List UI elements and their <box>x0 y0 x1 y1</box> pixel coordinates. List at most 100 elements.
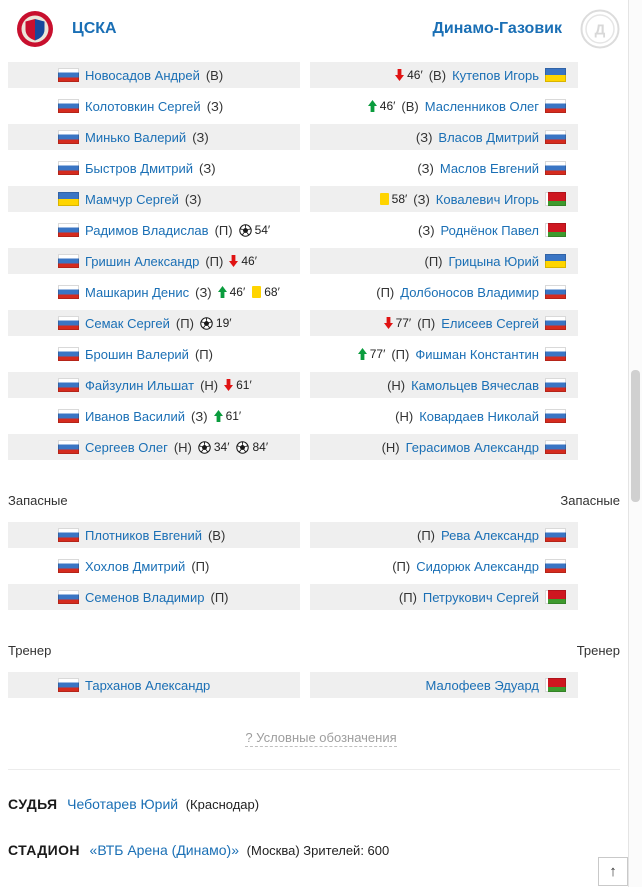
player-link[interactable]: Роднёнок Павел <box>440 222 539 238</box>
referee-link[interactable]: Чеботарев Юрий <box>67 796 179 812</box>
player-row: (П) Грицына Юрий <box>310 248 578 274</box>
flag-russia-icon <box>58 285 79 299</box>
player-position: (П) <box>376 284 395 300</box>
event-minute: 61′ <box>225 409 242 423</box>
player-link[interactable]: Колотовкин Сергей <box>85 98 201 114</box>
player-link[interactable]: Рева Александр <box>441 527 539 543</box>
player-position: (Н) <box>200 377 219 393</box>
stadium-link[interactable]: «ВТБ Арена (Динамо)» <box>89 842 240 858</box>
event-list: 46′ <box>395 68 423 82</box>
coach-link[interactable]: Малофеев Эдуард <box>425 677 539 693</box>
substitutes-lists: Плотников Евгений (В) Хохлов Дмитрий (П) Сем… <box>0 522 642 615</box>
stadium-label: СТАДИОН <box>8 842 80 858</box>
away-team-link[interactable]: Динамо-Газовик <box>432 20 562 37</box>
player-link[interactable]: Фишман Константин <box>415 346 539 362</box>
player-position: (З) <box>195 284 212 300</box>
player-link[interactable]: Герасимов Александр <box>405 439 539 455</box>
player-row: (Н) Камольцев Вячеслав <box>310 372 578 398</box>
player-link[interactable]: Елисеев Сергей <box>441 315 539 331</box>
player-position: (З) <box>413 191 430 207</box>
player-link[interactable]: Камольцев Вячеслав <box>411 377 539 393</box>
player-row: 77′ (П) Елисеев Сергей <box>310 310 578 336</box>
home-lineup-list: Новосадов Андрей (В) Колотовкин Сергей (З) М… <box>8 62 300 465</box>
flag-russia-icon <box>58 409 79 423</box>
player-link[interactable]: Брошин Валерий <box>85 346 189 362</box>
substitutes-label-home: Запасные <box>8 493 68 508</box>
player-row: (П) Долбоносов Владимир <box>310 279 578 305</box>
legend-link[interactable]: ? Условные обозначения <box>245 730 397 747</box>
away-coach-row-container: Малофеев Эдуард <box>310 672 620 703</box>
scrollbar[interactable] <box>628 0 642 887</box>
event-minute: 61′ <box>236 378 252 392</box>
home-team-link[interactable]: ЦСКА <box>72 20 117 37</box>
event-list: 58′ <box>379 192 407 206</box>
flag-russia-icon <box>58 559 79 573</box>
player-link[interactable]: Кутепов Игорь <box>452 67 539 83</box>
player-link[interactable]: Власов Дмитрий <box>438 129 539 145</box>
player-link[interactable]: Радимов Владислав <box>85 222 209 238</box>
flag-russia-icon <box>545 559 566 573</box>
player-link[interactable]: Семак Сергей <box>85 315 170 331</box>
player-link[interactable]: Гришин Александр <box>85 253 200 269</box>
player-position: (П) <box>205 253 224 269</box>
scroll-to-top-button[interactable]: ↑ <box>598 857 628 886</box>
player-link[interactable]: Масленников Олег <box>424 98 539 114</box>
event-minute: 46′ <box>229 285 246 299</box>
flag-russia-icon <box>58 68 79 82</box>
player-row: Хохлов Дмитрий (П) <box>8 553 300 579</box>
coach-link[interactable]: Тарханов Александр <box>85 677 211 693</box>
player-link[interactable]: Минько Валерий <box>85 129 187 145</box>
player-position: (З) <box>191 408 208 424</box>
event-minute: 77′ <box>395 316 412 330</box>
scrollbar-thumb[interactable] <box>631 370 640 502</box>
player-link[interactable]: Семенов Владимир <box>85 589 205 605</box>
player-link[interactable]: Мамчур Сергей <box>85 191 179 207</box>
substitution-out-icon <box>395 69 405 81</box>
player-row: Сергеев Олег (Н) 34′ 84′ <box>8 434 300 460</box>
player-position: (П) <box>391 346 410 362</box>
match-event: 84′ <box>236 440 268 454</box>
player-link[interactable]: Маслов Евгений <box>439 160 539 176</box>
substitution-in-icon <box>367 100 377 112</box>
player-link[interactable]: Иванов Василий <box>85 408 186 424</box>
player-link[interactable]: Новосадов Андрей <box>85 67 200 83</box>
player-link[interactable]: Ковалевич Игорь <box>435 191 539 207</box>
player-link[interactable]: Ковардаев Николай <box>419 408 539 424</box>
player-row: Гришин Александр (П) 46′ <box>8 248 300 274</box>
match-event: 58′ <box>379 192 407 206</box>
flag-russia-icon <box>58 316 79 330</box>
player-row: Плотников Евгений (В) <box>8 522 300 548</box>
player-link[interactable]: Грицына Юрий <box>448 253 540 269</box>
player-row: Машкарин Денис (З) 46′ 68′ <box>8 279 300 305</box>
dinamo-gazovik-crest-icon[interactable]: Д <box>580 9 620 49</box>
flag-ukraine-icon <box>545 68 566 82</box>
substitution-out-icon <box>229 255 239 267</box>
player-row: Мамчур Сергей (З) <box>8 186 300 212</box>
player-link[interactable]: Петрукович Сергей <box>422 589 539 605</box>
flag-ukraine-icon <box>58 192 79 206</box>
flag-russia-icon <box>545 99 566 113</box>
player-row: 46′ (В) Кутепов Игорь <box>310 62 578 88</box>
player-link[interactable]: Сидорюк Александр <box>416 558 539 574</box>
player-link[interactable]: Хохлов Дмитрий <box>85 558 186 574</box>
match-event: 46′ <box>217 285 246 299</box>
flag-russia-icon <box>58 223 79 237</box>
player-link[interactable]: Долбоносов Владимир <box>400 284 539 300</box>
player-link[interactable]: Машкарин Денис <box>85 284 190 300</box>
player-link[interactable]: Сергеев Олег <box>85 439 168 455</box>
player-link[interactable]: Файзулин Ильшат <box>85 377 195 393</box>
match-event: 54′ <box>238 223 270 237</box>
player-position: (Н) <box>395 408 414 424</box>
referee-detail: (Краснодар) <box>185 797 260 812</box>
player-position: (В) <box>428 67 447 83</box>
player-link[interactable]: Плотников Евгений <box>85 527 202 543</box>
player-link[interactable]: Быстров Дмитрий <box>85 160 194 176</box>
event-list: 61′ <box>213 409 242 423</box>
match-event: 46′ <box>229 254 257 268</box>
player-row: Иванов Василий (З) 61′ <box>8 403 300 429</box>
flag-russia-icon <box>545 528 566 542</box>
away-substitutes-list: (П) Рева Александр (П) Сидорюк Александр (П)… <box>310 522 620 615</box>
player-row: (П) Сидорюк Александр <box>310 553 578 579</box>
cska-crest-icon[interactable] <box>16 10 54 48</box>
event-list: 54′ <box>238 223 270 237</box>
